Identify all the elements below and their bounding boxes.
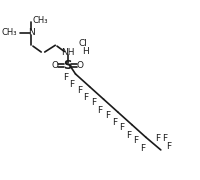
Text: F: F bbox=[91, 98, 97, 107]
Text: O: O bbox=[76, 61, 83, 70]
Text: N: N bbox=[28, 28, 35, 37]
Text: F: F bbox=[105, 111, 111, 120]
Text: O: O bbox=[52, 61, 59, 70]
Text: CH₃: CH₃ bbox=[32, 16, 48, 25]
Text: F: F bbox=[166, 142, 171, 151]
Text: F: F bbox=[112, 118, 117, 127]
Text: Cl: Cl bbox=[78, 39, 87, 48]
Text: F: F bbox=[63, 73, 68, 82]
Text: F: F bbox=[69, 80, 75, 89]
Text: F: F bbox=[155, 134, 160, 143]
Text: F: F bbox=[120, 123, 125, 132]
Text: NH: NH bbox=[61, 48, 74, 57]
Text: F: F bbox=[98, 106, 103, 115]
Text: F: F bbox=[162, 134, 167, 143]
Text: F: F bbox=[140, 144, 145, 153]
Text: S: S bbox=[63, 59, 72, 72]
Text: F: F bbox=[77, 86, 82, 94]
Text: H: H bbox=[82, 47, 89, 56]
Text: F: F bbox=[134, 136, 139, 145]
Text: F: F bbox=[126, 131, 131, 140]
Text: CH₃: CH₃ bbox=[2, 28, 17, 37]
Text: F: F bbox=[83, 93, 89, 102]
